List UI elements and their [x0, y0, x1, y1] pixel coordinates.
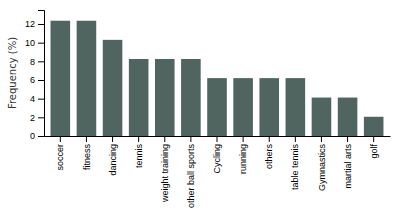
- x-tick-mark: [164, 136, 165, 142]
- bars: [51, 21, 384, 136]
- bar: [129, 59, 149, 136]
- x-tick-label: tennis: [134, 144, 144, 169]
- y-tick-label: 10: [25, 38, 35, 48]
- y-axis-line: [38, 11, 45, 137]
- x-tick-mark: [190, 136, 191, 142]
- x-tick-mark: [347, 136, 348, 142]
- y-tick: 10: [25, 38, 44, 48]
- x-axis: soccer fitness dancing tennis weight trainin…: [45, 136, 391, 208]
- bar: [155, 59, 175, 136]
- y-tick-mark: [38, 24, 44, 25]
- x-tick-mark: [217, 136, 218, 142]
- x-tick-mark: [86, 136, 87, 142]
- bar: [312, 98, 332, 136]
- x-tick: others: [264, 136, 274, 169]
- x-tick-mark: [295, 136, 296, 142]
- y-axis-title: Frequency (%): [7, 37, 18, 109]
- bar: [364, 117, 384, 136]
- y-tick-label: 0: [30, 131, 35, 141]
- x-tick-label: others: [264, 144, 274, 170]
- x-tick: Cycling: [212, 136, 222, 174]
- y-tick-mark: [38, 61, 44, 62]
- y-tick: 12: [25, 19, 44, 29]
- x-tick: weight training: [160, 136, 170, 203]
- bar: [286, 78, 306, 136]
- y-axis: 0 2 4 6 8 10 12: [25, 11, 45, 142]
- y-tick-mark: [38, 117, 44, 118]
- x-tick-mark: [112, 136, 113, 142]
- x-tick-label: other ball sports: [186, 144, 196, 209]
- bar: [181, 59, 201, 136]
- x-tick: other ball sports: [186, 136, 196, 208]
- x-tick-label: golf: [369, 144, 379, 159]
- x-tick-label: running: [238, 144, 248, 174]
- x-tick: dancing: [108, 136, 118, 176]
- bar: [259, 78, 279, 136]
- bar: [338, 98, 358, 136]
- x-tick-label: fitness: [82, 144, 92, 171]
- x-tick-label: Gymnastics: [317, 144, 327, 192]
- y-tick: 0: [30, 131, 44, 141]
- x-tick-label: Cycling: [212, 144, 222, 174]
- bar: [103, 40, 123, 136]
- x-tick: golf: [369, 136, 379, 159]
- x-tick: soccer: [55, 136, 65, 171]
- x-tick: running: [238, 136, 248, 174]
- bar: [207, 78, 227, 136]
- x-tick: martial arts: [343, 136, 353, 189]
- y-tick-label: 4: [30, 94, 35, 104]
- y-tick-label: 2: [30, 113, 35, 123]
- y-tick-mark: [38, 136, 44, 137]
- x-tick-mark: [243, 136, 244, 142]
- chart-container: 0 2 4 6 8 10 12 soccer fitness dancing tennis weigh…: [0, 0, 400, 224]
- y-tick: 8: [30, 57, 44, 67]
- x-tick-mark: [138, 136, 139, 142]
- bar: [51, 21, 71, 136]
- x-tick-label: table tennis: [290, 144, 300, 191]
- y-tick: 2: [30, 113, 44, 123]
- x-tick: fitness: [82, 136, 92, 170]
- x-tick: table tennis: [290, 136, 300, 190]
- y-tick-label: 6: [30, 75, 35, 85]
- x-tick-mark: [269, 136, 270, 142]
- plot: 0 2 4 6 8 10 12 soccer fitness dancing tennis weigh…: [25, 11, 391, 209]
- y-tick-label: 8: [30, 57, 35, 67]
- y-tick: 4: [30, 94, 44, 104]
- y-tick-mark: [38, 43, 44, 44]
- y-tick-mark: [38, 99, 44, 100]
- x-tick: Gymnastics: [317, 136, 327, 191]
- x-tick-label: weight training: [160, 144, 170, 203]
- x-tick-mark: [321, 136, 322, 142]
- x-tick-mark: [373, 136, 374, 142]
- x-tick-label: dancing: [108, 144, 118, 176]
- bar: [77, 21, 97, 136]
- y-tick-label: 12: [25, 19, 35, 29]
- x-tick: tennis: [134, 136, 144, 168]
- y-tick-mark: [38, 80, 44, 81]
- x-tick-label: soccer: [55, 144, 65, 171]
- x-tick-label: martial arts: [343, 144, 353, 189]
- chart-svg: 0 2 4 6 8 10 12 soccer fitness dancing tennis weigh…: [0, 0, 400, 224]
- bar: [233, 78, 253, 136]
- x-tick-mark: [60, 136, 61, 142]
- y-tick: 6: [30, 75, 44, 85]
